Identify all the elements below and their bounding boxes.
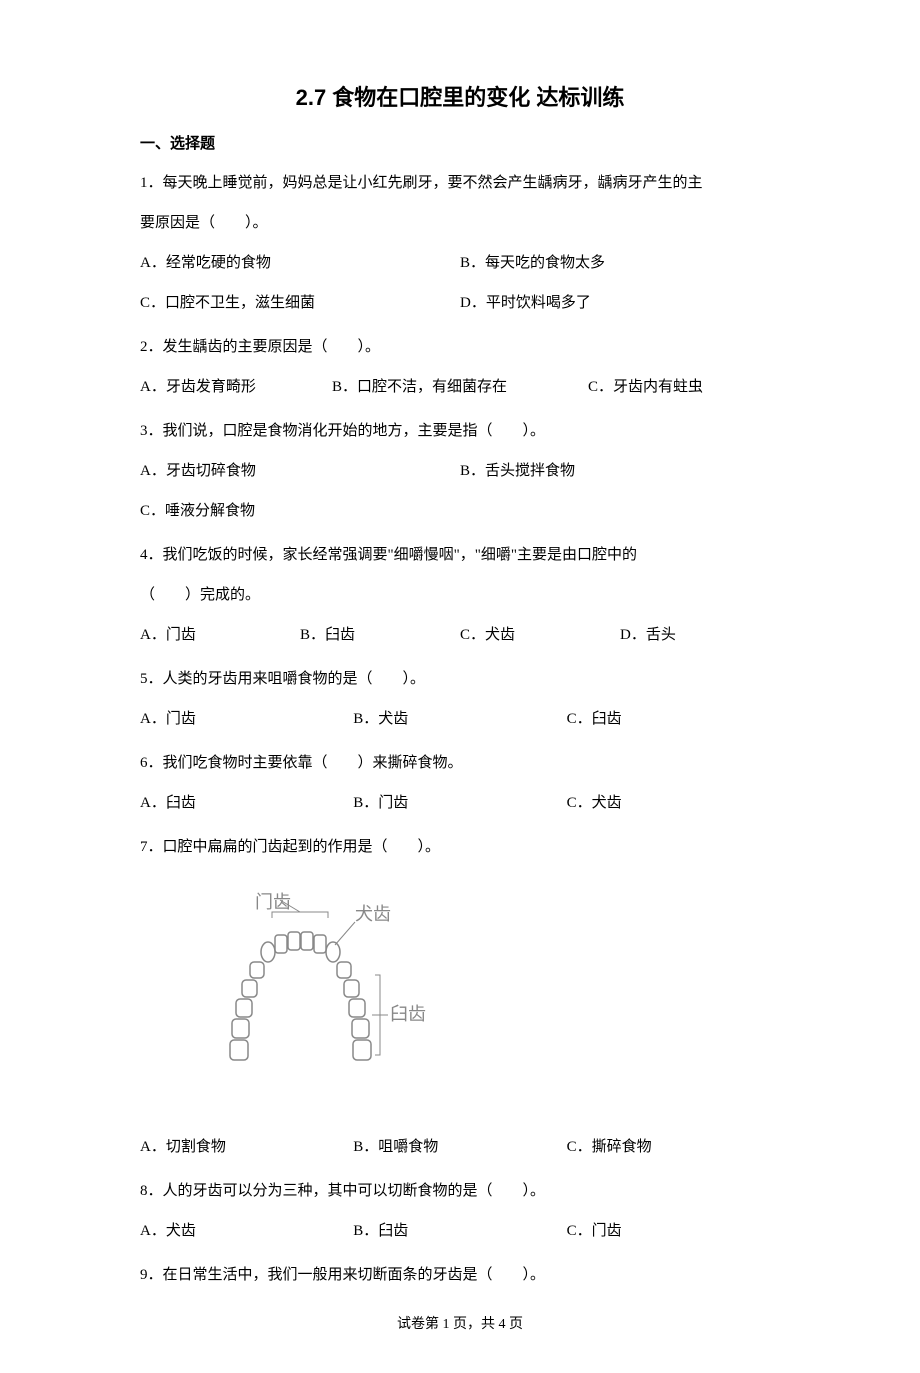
teeth-arch-svg: 门齿 犬齿 臼齿 <box>180 880 460 1100</box>
question-1-option-c: C．口腔不卫生，滋生细菌 <box>140 285 460 321</box>
diagram-label-canine: 犬齿 <box>355 904 391 924</box>
question-2-text: 2．发生龋齿的主要原因是（ ）。 <box>140 329 780 365</box>
teeth-diagram: 门齿 犬齿 臼齿 <box>180 880 780 1114</box>
question-1-option-a: A．经常吃硬的食物 <box>140 245 460 281</box>
question-2-option-b: B．口腔不洁，有细菌存在 <box>332 369 588 405</box>
question-6-option-a: A．臼齿 <box>140 785 353 821</box>
question-6-text: 6．我们吃食物时主要依靠（ ）来撕碎食物。 <box>140 745 780 781</box>
question-3-option-a: A．牙齿切碎食物 <box>140 453 460 489</box>
question-9: 9．在日常生活中，我们一般用来切断面条的牙齿是（ ）。 <box>140 1257 780 1293</box>
question-4-text: 4．我们吃饭的时候，家长经常强调要"细嚼慢咽"，"细嚼"主要是由口腔中的 <box>140 537 780 573</box>
question-9-text: 9．在日常生活中，我们一般用来切断面条的牙齿是（ ）。 <box>140 1257 780 1293</box>
question-5: 5．人类的牙齿用来咀嚼食物的是（ ）。 A．门齿 B．犬齿 C．臼齿 <box>140 661 780 737</box>
question-3-option-b: B．舌头搅拌食物 <box>460 453 780 489</box>
question-4-option-c: C．犬齿 <box>460 617 620 653</box>
question-5-option-c: C．臼齿 <box>567 701 780 737</box>
question-2-option-a: A．牙齿发育畸形 <box>140 369 332 405</box>
question-4: 4．我们吃饭的时候，家长经常强调要"细嚼慢咽"，"细嚼"主要是由口腔中的 （ ）… <box>140 537 780 653</box>
question-1-option-b: B．每天吃的食物太多 <box>460 245 780 281</box>
question-3: 3．我们说，口腔是食物消化开始的地方，主要是指（ ）。 A．牙齿切碎食物 B．舌… <box>140 413 780 529</box>
question-5-option-b: B．犬齿 <box>353 701 566 737</box>
question-4-option-b: B．臼齿 <box>300 617 460 653</box>
question-1-continuation: 要原因是（ ）。 <box>140 205 780 241</box>
question-3-text: 3．我们说，口腔是食物消化开始的地方，主要是指（ ）。 <box>140 413 780 449</box>
section-header: 一、选择题 <box>140 132 780 153</box>
question-7-option-c: C．撕碎食物 <box>567 1129 780 1165</box>
question-6: 6．我们吃食物时主要依靠（ ）来撕碎食物。 A．臼齿 B．门齿 C．犬齿 <box>140 745 780 821</box>
question-7-option-b: B．咀嚼食物 <box>353 1129 566 1165</box>
question-1-option-d: D．平时饮料喝多了 <box>460 285 780 321</box>
diagram-label-molar: 臼齿 <box>390 1004 426 1024</box>
question-8-option-a: A．犬齿 <box>140 1213 353 1249</box>
question-1: 1．每天晚上睡觉前，妈妈总是让小红先刷牙，要不然会产生龋病牙，龋病牙产生的主 要… <box>140 165 780 321</box>
question-4-continuation: （ ）完成的。 <box>140 577 780 613</box>
question-7: 7．口腔中扁扁的门齿起到的作用是（ ）。 <box>140 829 780 1165</box>
question-8-text: 8．人的牙齿可以分为三种，其中可以切断食物的是（ ）。 <box>140 1173 780 1209</box>
question-5-text: 5．人类的牙齿用来咀嚼食物的是（ ）。 <box>140 661 780 697</box>
question-1-text: 1．每天晚上睡觉前，妈妈总是让小红先刷牙，要不然会产生龋病牙，龋病牙产生的主 <box>140 165 780 201</box>
question-2-option-c: C．牙齿内有蛀虫 <box>588 369 780 405</box>
question-8-option-b: B．臼齿 <box>353 1213 566 1249</box>
question-3-option-c: C．唾液分解食物 <box>140 493 255 529</box>
question-4-option-a: A．门齿 <box>140 617 300 653</box>
page-title: 2.7 食物在口腔里的变化 达标训练 <box>140 80 780 112</box>
question-4-option-d: D．舌头 <box>620 617 780 653</box>
question-6-option-b: B．门齿 <box>353 785 566 821</box>
diagram-label-incisor: 门齿 <box>255 892 291 912</box>
page-footer: 试卷第 1 页，共 4 页 <box>140 1313 780 1333</box>
question-8-option-c: C．门齿 <box>567 1213 780 1249</box>
question-6-option-c: C．犬齿 <box>567 785 780 821</box>
question-7-text: 7．口腔中扁扁的门齿起到的作用是（ ）。 <box>140 829 780 865</box>
question-8: 8．人的牙齿可以分为三种，其中可以切断食物的是（ ）。 A．犬齿 B．臼齿 C．… <box>140 1173 780 1249</box>
question-5-option-a: A．门齿 <box>140 701 353 737</box>
question-7-option-a: A．切割食物 <box>140 1129 353 1165</box>
question-2: 2．发生龋齿的主要原因是（ ）。 A．牙齿发育畸形 B．口腔不洁，有细菌存在 C… <box>140 329 780 405</box>
